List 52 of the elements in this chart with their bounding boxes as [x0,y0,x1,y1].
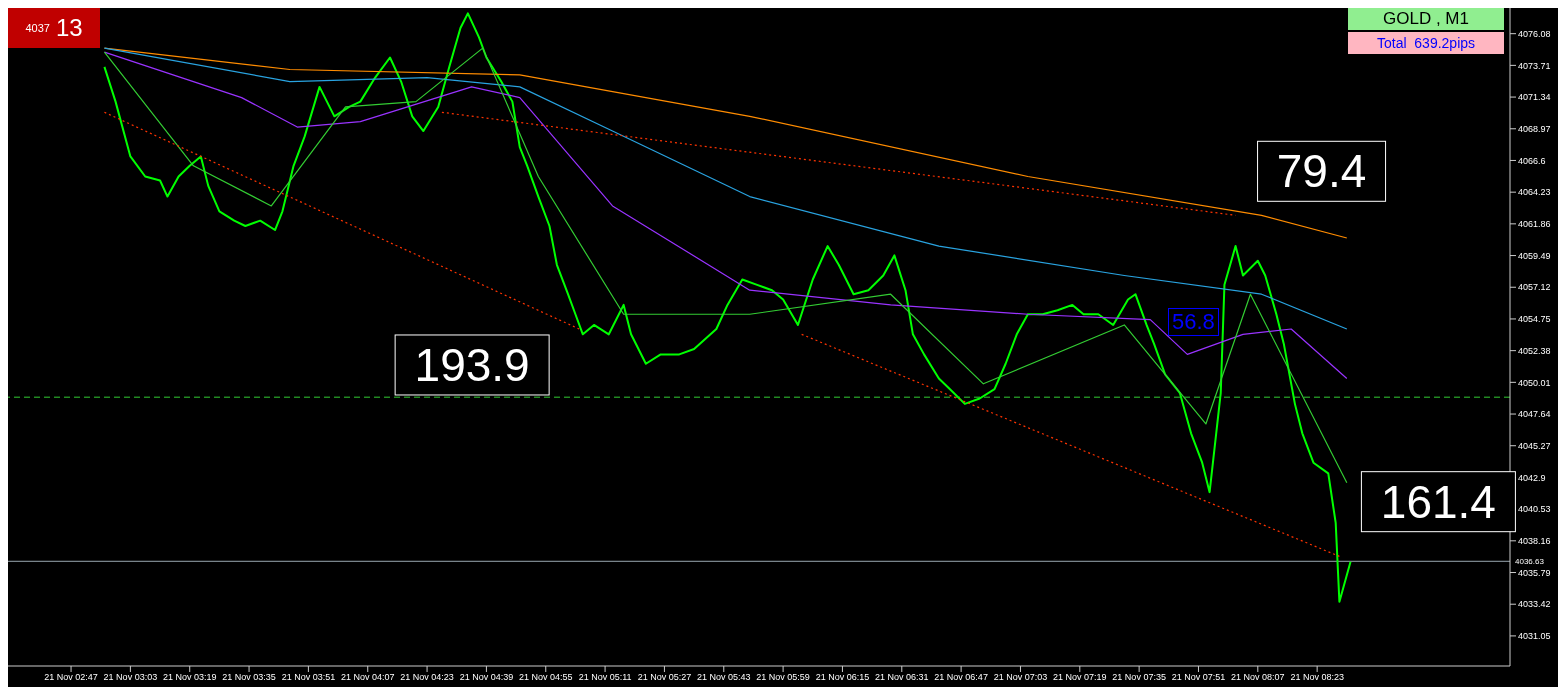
x-tick-label: 21 Nov 04:07 [340,672,395,683]
y-tick-label: 4061.86 [1518,219,1551,230]
x-tick-label: 21 Nov 05:59 [756,672,810,683]
x-tick-label: 21 Nov 02:47 [44,672,98,683]
y-tick-label: 4031.05 [1518,631,1551,642]
x-tick-label: 21 Nov 04:23 [400,672,454,683]
x-tick-label: 21 Nov 07:03 [993,672,1048,683]
annotation: 56.8 [1168,308,1219,336]
y-tick-label: 4050.01 [1518,377,1551,388]
y-tick-label: 4054.75 [1518,314,1551,325]
total-box: Total 639.2pips [1348,32,1504,54]
x-tick-label: 21 Nov 05:11 [578,672,632,683]
y-tick-label: 4071.34 [1518,92,1551,103]
y-tick-label: 4052.38 [1518,345,1551,356]
x-tick-label: 21 Nov 03:03 [103,672,158,683]
x-tick-label: 21 Nov 06:15 [815,672,870,683]
x-tick-label: 21 Nov 04:55 [518,672,573,683]
x-tick-label: 21 Nov 05:27 [637,672,692,683]
y-tick-label: 4042.9 [1518,472,1546,483]
y-tick-label: 4064.23 [1518,187,1551,198]
x-tick-label: 21 Nov 04:39 [459,672,514,683]
y-tick-label: 4035.79 [1518,567,1551,578]
y-tick-label: 4068.97 [1518,123,1551,134]
price-box: 4037 13 [8,8,100,48]
y-tick-label: 4076.08 [1518,28,1551,39]
y-tick-label: 4066.6 [1518,155,1546,166]
annotation: 79.4 [1276,145,1367,198]
annotation: 193.9 [414,338,530,391]
x-tick-label: 21 Nov 03:19 [162,672,217,683]
y-tick-label: 4038.16 [1518,536,1551,547]
x-tick-label: 21 Nov 07:35 [1112,672,1166,683]
x-tick-label: 21 Nov 07:19 [1053,672,1107,683]
y-tick-label: 4057.12 [1518,282,1551,293]
x-tick-label: 21 Nov 06:31 [875,672,929,683]
annotation: 13 [55,14,83,42]
y-tick-label: 4045.27 [1518,440,1551,451]
y-tick-label: 4073.71 [1518,60,1551,71]
ref-line-label: 4036.63 [1515,557,1545,567]
x-tick-label: 21 Nov 05:43 [696,672,751,683]
x-tick-label: 21 Nov 03:35 [222,672,276,683]
x-tick-label: 21 Nov 03:51 [281,672,336,683]
x-tick-label: 21 Nov 07:51 [1171,672,1226,683]
x-tick-label: 21 Nov 08:23 [1290,672,1344,683]
y-tick-label: 4033.42 [1518,599,1551,610]
y-tick-label: 4047.64 [1518,409,1551,420]
annotation: 161.4 [1380,475,1496,528]
annotation: 4037 [25,22,50,34]
y-tick-label: 4040.53 [1518,504,1551,515]
y-tick-label: 4059.49 [1518,250,1551,261]
x-tick-label: 21 Nov 06:47 [934,672,988,683]
title-box: GOLD , M1 [1348,8,1504,30]
x-tick-label: 21 Nov 08:07 [1231,672,1285,683]
